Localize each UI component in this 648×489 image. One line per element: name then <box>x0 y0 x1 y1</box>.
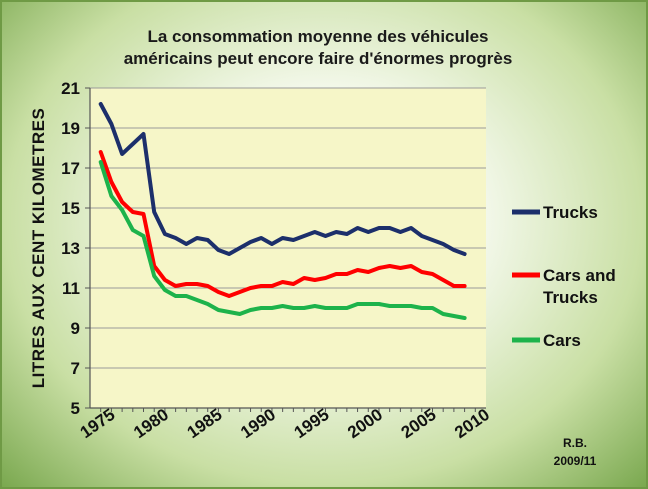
x-tick-label-2005: 2005 <box>398 405 440 442</box>
x-tick-label-1980: 1980 <box>130 405 172 442</box>
x-tick-label-1985: 1985 <box>184 405 226 442</box>
x-tick-label-1975: 1975 <box>77 405 119 442</box>
axes <box>85 87 486 412</box>
y-tick-label-19: 19 <box>61 119 80 138</box>
legend-label-cars-and-trucks-1: Cars and <box>543 266 616 285</box>
y-tick-labels: 5 7 9 11 13 15 17 19 21 <box>61 79 80 418</box>
series-line-cars-and-trucks <box>98 150 467 298</box>
y-axis-label: LITRES AUX CENT KILOMETRES <box>29 108 48 389</box>
signature-line-2: 2009/11 <box>554 454 597 468</box>
legend-label-cars-and-trucks-2: Trucks <box>543 288 598 307</box>
y-tick-label-13: 13 <box>61 239 80 258</box>
x-tick-label-1995: 1995 <box>291 405 333 442</box>
series-line-cars <box>98 160 467 320</box>
y-tick-label-9: 9 <box>71 319 80 338</box>
legend-label-cars: Cars <box>543 331 581 350</box>
y-tick-label-17: 17 <box>61 159 80 178</box>
series-lines <box>98 102 467 320</box>
legend-label-trucks: Trucks <box>543 203 598 222</box>
y-tick-label-5: 5 <box>71 399 80 418</box>
chart-title-line-1: La consommation moyenne des véhicules <box>147 27 488 46</box>
legend: Trucks Cars and Trucks Cars <box>512 203 616 350</box>
series-line-trucks <box>98 102 467 256</box>
x-tick-label-2010: 2010 <box>451 405 493 442</box>
y-tick-label-11: 11 <box>62 279 80 298</box>
x-tick-label-1990: 1990 <box>237 405 279 442</box>
chart-title-line-2: américains peut encore faire d'énormes p… <box>124 49 513 68</box>
y-tick-label-21: 21 <box>61 79 80 98</box>
x-tick-labels: 1975 1980 1985 1990 1995 2000 2005 2010 <box>77 405 493 442</box>
y-tick-label-7: 7 <box>71 359 80 378</box>
x-tick-label-2000: 2000 <box>344 405 386 442</box>
grid-lines <box>90 87 486 409</box>
y-tick-label-15: 15 <box>61 199 80 218</box>
signature-line-1: R.B. <box>563 436 587 450</box>
